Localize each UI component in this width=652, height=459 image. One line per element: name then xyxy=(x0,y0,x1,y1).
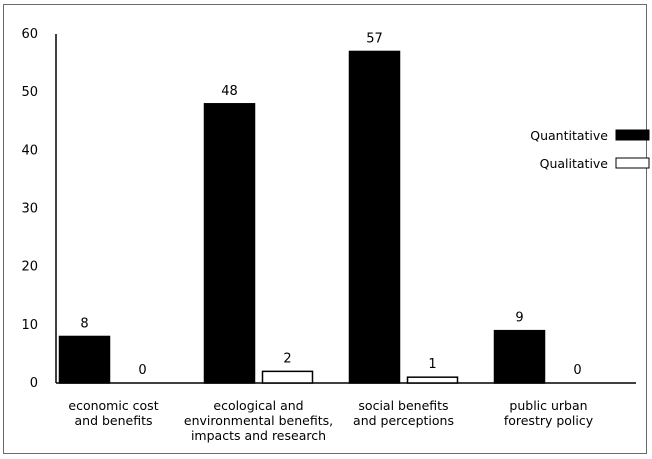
x-tick-label: ecological and environmental benefits, imp… xyxy=(184,398,333,443)
legend-label: Quantitative xyxy=(530,128,608,143)
y-tick-label: 50 xyxy=(21,85,38,100)
y-tick-label: 60 xyxy=(21,27,38,42)
x-tick-label: social benefits and perceptions xyxy=(353,398,454,428)
bar-qualitative-3 xyxy=(406,376,459,384)
bar-quantitative-4 xyxy=(493,329,546,384)
y-tick-label: 30 xyxy=(21,202,38,217)
bar-quantitative-1 xyxy=(58,335,111,384)
y-tick-label: 0 xyxy=(30,376,38,391)
y-tick-label: 20 xyxy=(21,260,38,275)
data-label: 2 xyxy=(283,351,291,366)
data-label: 48 xyxy=(221,84,238,99)
data-label: 0 xyxy=(573,363,581,378)
data-label: 8 xyxy=(80,316,88,331)
x-tick-label: public urban forestry policy xyxy=(504,398,594,428)
data-label: 57 xyxy=(366,31,383,46)
data-label: 0 xyxy=(138,363,146,378)
bar-quantitative-2 xyxy=(203,103,256,384)
legend-label: Qualitative xyxy=(540,156,609,171)
bar-qualitative-2 xyxy=(261,370,314,384)
y-tick-label: 10 xyxy=(21,318,38,333)
x-tick-label: economic cost and benefits xyxy=(68,398,158,428)
data-label: 1 xyxy=(428,357,436,372)
data-label: 9 xyxy=(515,311,523,326)
legend-swatch-qualitative xyxy=(615,157,650,169)
bar-quantitative-3 xyxy=(348,50,401,384)
y-tick-label: 40 xyxy=(21,143,38,158)
legend-swatch-quantitative xyxy=(615,129,650,141)
chart-frame xyxy=(3,4,647,454)
